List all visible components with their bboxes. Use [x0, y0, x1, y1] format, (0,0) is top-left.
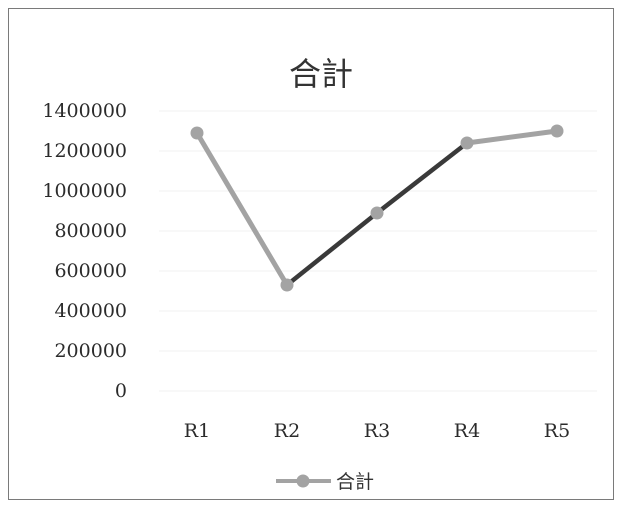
y-tick-label-2: 400000 [54, 300, 127, 322]
gridlines [159, 110, 597, 392]
line-chart: 合計 0 200000 400000 600000 800000 1000000 12000… [42, 55, 597, 493]
y-tick-label-1: 200000 [54, 340, 127, 362]
chart-frame: 合計 0 200000 400000 600000 800000 1000000 12000… [8, 8, 614, 500]
x-tick-label-R3: R3 [364, 420, 390, 442]
y-tick-label-4: 800000 [54, 220, 127, 242]
legend-label: 合計 [336, 471, 374, 493]
legend-marker-swatch [296, 474, 310, 488]
y-tick-label-7: 1400000 [42, 100, 127, 122]
x-tick-label-R4: R4 [454, 420, 480, 442]
x-tick-label-R5: R5 [544, 420, 570, 442]
data-point-R1 [190, 126, 204, 140]
legend: 合計 [276, 471, 374, 493]
series-line-segment-2 [284, 210, 380, 288]
data-point-R5 [550, 124, 564, 138]
y-tick-label-0: 0 [115, 380, 127, 402]
series-line-segment-4 [464, 128, 560, 146]
y-tick-label-6: 1200000 [42, 140, 127, 162]
y-tick-label-5: 1000000 [42, 180, 127, 202]
data-point-R3 [370, 206, 384, 220]
data-point-R4 [460, 136, 474, 150]
x-axis-tick-labels: R1 R2 R3 R4 R5 [184, 420, 570, 442]
data-point-R2 [280, 278, 294, 292]
y-axis-tick-labels: 0 200000 400000 600000 800000 1000000 1200000 1… [42, 100, 127, 402]
chart-title: 合計 [289, 55, 353, 93]
y-tick-label-3: 600000 [54, 260, 127, 282]
x-tick-label-R2: R2 [274, 420, 300, 442]
series-layer [190, 124, 564, 292]
x-tick-label-R1: R1 [184, 420, 210, 442]
series-line-segment-1 [194, 130, 290, 288]
series-line-segment-3 [374, 140, 470, 216]
